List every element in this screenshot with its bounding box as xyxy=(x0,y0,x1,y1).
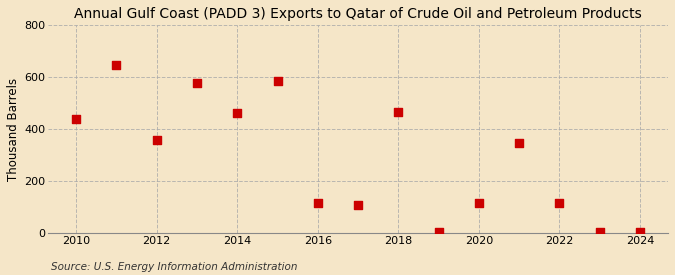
Point xyxy=(313,201,323,205)
Point xyxy=(111,63,122,67)
Point xyxy=(71,117,82,121)
Point xyxy=(514,141,524,145)
Point xyxy=(554,201,565,205)
Point xyxy=(433,230,444,234)
Title: Annual Gulf Coast (PADD 3) Exports to Qatar of Crude Oil and Petroleum Products: Annual Gulf Coast (PADD 3) Exports to Qa… xyxy=(74,7,642,21)
Point xyxy=(473,201,484,205)
Text: Source: U.S. Energy Information Administration: Source: U.S. Energy Information Administ… xyxy=(51,262,297,272)
Point xyxy=(192,81,202,86)
Point xyxy=(151,137,162,142)
Point xyxy=(594,230,605,234)
Point xyxy=(634,230,645,234)
Point xyxy=(352,202,363,207)
Point xyxy=(393,110,404,114)
Y-axis label: Thousand Barrels: Thousand Barrels xyxy=(7,78,20,181)
Point xyxy=(272,79,283,83)
Point xyxy=(232,111,242,116)
